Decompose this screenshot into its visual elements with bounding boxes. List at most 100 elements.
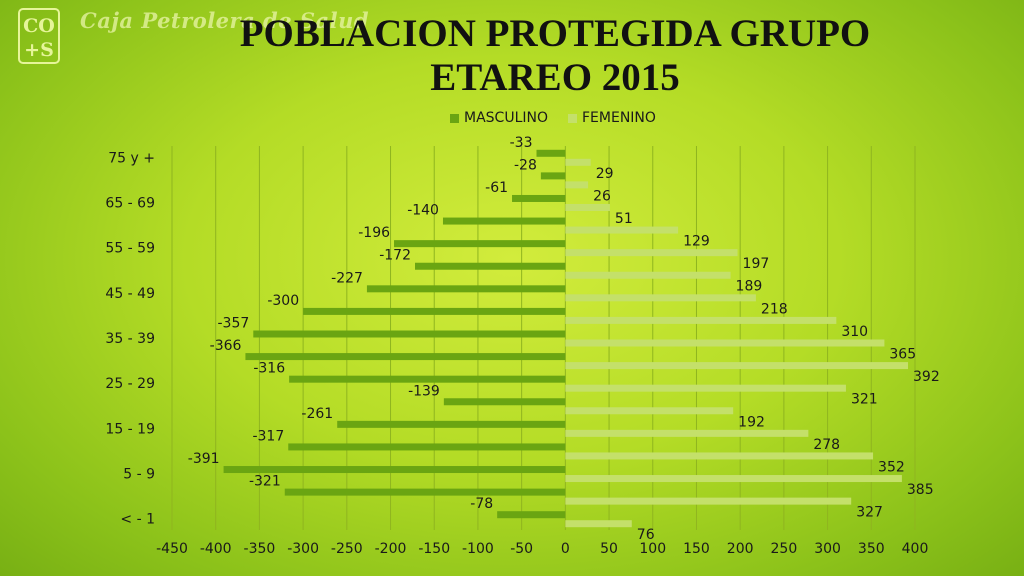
x-tick-label: 250 (771, 541, 798, 557)
data-label-masculino: -139 (408, 383, 440, 399)
bar-masculino (366, 285, 566, 293)
legend-swatch-masculino (450, 113, 459, 123)
bar-masculino (442, 217, 566, 225)
bar-masculino (284, 488, 566, 496)
bar-masculino (288, 443, 566, 451)
data-label-femenino: 321 (851, 392, 878, 408)
data-label-femenino: 218 (761, 301, 788, 317)
bar-femenino (565, 407, 734, 415)
data-label-masculino: -357 (218, 316, 250, 332)
category-label: 55 - 59 (105, 241, 155, 257)
x-tick-label: -250 (331, 541, 363, 557)
x-tick-label: -50 (510, 541, 533, 557)
bar-femenino (565, 429, 809, 437)
data-label-masculino: -61 (485, 180, 508, 196)
x-tick-label: 200 (727, 541, 754, 557)
bar-masculino (540, 172, 566, 180)
chart-legend: MASCULINO FEMENINO (450, 108, 656, 128)
cps-logo-icon: CO +S (18, 8, 60, 64)
data-label-masculino: -300 (267, 293, 299, 309)
chart-title: POBLACION PROTEGIDA GRUPO ETAREO 2015 (239, 12, 871, 99)
bar-femenino (565, 452, 874, 460)
x-tick-label: 400 (902, 541, 929, 557)
bar-femenino (565, 226, 679, 234)
bar-femenino (565, 497, 852, 505)
x-tick-label: 50 (600, 541, 618, 557)
bar-femenino (565, 339, 885, 347)
data-label-masculino: -196 (358, 225, 390, 241)
category-label: 65 - 69 (105, 195, 155, 211)
data-label-masculino: -366 (210, 338, 242, 354)
bar-masculino (536, 149, 566, 157)
bar-masculino (245, 353, 566, 361)
category-label: 75 y + (108, 150, 155, 166)
bar-femenino (565, 520, 632, 528)
x-tick-label: 300 (814, 541, 841, 557)
data-label-masculino: -391 (188, 451, 220, 467)
x-tick-label: -200 (375, 541, 407, 557)
data-label-masculino: -78 (470, 496, 493, 512)
bar-masculino (415, 262, 566, 270)
bar-masculino (443, 398, 566, 406)
data-label-femenino: 365 (889, 347, 916, 363)
brand-name: Caja Petrolera de Salud (80, 8, 370, 33)
legend-swatch-femenino (568, 113, 577, 123)
x-tick-label: -300 (287, 541, 319, 557)
data-label-femenino: 29 (596, 166, 614, 182)
bar-masculino (253, 330, 566, 338)
data-label-femenino: 26 (593, 188, 611, 204)
legend-item-masculino: MASCULINO (450, 110, 548, 126)
bar-masculino (223, 466, 566, 474)
bar-femenino (565, 475, 902, 483)
category-label: < - 1 (120, 512, 155, 528)
data-label-femenino: 51 (615, 211, 633, 227)
bar-masculino (512, 194, 566, 202)
data-label-femenino: 327 (856, 505, 883, 521)
legend-label-masculino: MASCULINO (464, 110, 548, 126)
data-label-femenino: 189 (736, 279, 763, 295)
data-label-femenino: 278 (813, 437, 840, 453)
data-label-femenino: 310 (841, 324, 868, 340)
bar-femenino (565, 158, 591, 166)
bar-femenino (565, 203, 610, 211)
data-label-masculino: -140 (407, 203, 439, 219)
category-label: 45 - 49 (105, 286, 155, 302)
data-label-masculino: -321 (249, 474, 281, 490)
category-label: 15 - 19 (105, 421, 155, 437)
bar-femenino (565, 362, 909, 370)
x-tick-label: 150 (683, 541, 710, 557)
bar-femenino (565, 181, 589, 189)
category-label: 35 - 39 (105, 331, 155, 347)
x-tick-label: 350 (858, 541, 885, 557)
svg-text:+S: +S (24, 39, 54, 61)
x-tick-label: -450 (156, 541, 188, 557)
bar-masculino (337, 420, 566, 428)
x-tick-label: 0 (561, 541, 570, 557)
data-label-masculino: -172 (379, 248, 411, 264)
bar-femenino (565, 294, 756, 302)
data-label-femenino: 76 (637, 527, 655, 543)
bar-masculino (394, 240, 566, 248)
bar-masculino (497, 511, 566, 519)
data-label-femenino: 385 (907, 482, 934, 498)
bar-masculino (289, 375, 566, 383)
svg-text:CO: CO (23, 15, 55, 37)
data-label-masculino: -227 (331, 270, 363, 286)
data-label-masculino: -317 (252, 428, 284, 444)
data-label-masculino: -261 (301, 406, 333, 422)
x-tick-label: -100 (462, 541, 494, 557)
bar-femenino (565, 384, 846, 392)
data-label-femenino: 392 (913, 369, 940, 385)
data-label-femenino: 192 (738, 414, 765, 430)
bar-femenino (565, 316, 837, 324)
x-tick-label: -400 (200, 541, 232, 557)
bar-femenino (565, 249, 738, 257)
data-label-masculino: -316 (253, 361, 285, 377)
data-label-masculino: -28 (514, 157, 537, 173)
data-label-masculino: -33 (510, 135, 533, 151)
x-tick-label: -350 (244, 541, 276, 557)
category-label: 5 - 9 (123, 467, 155, 483)
x-tick-label: -150 (418, 541, 450, 557)
data-label-femenino: 129 (683, 234, 710, 250)
